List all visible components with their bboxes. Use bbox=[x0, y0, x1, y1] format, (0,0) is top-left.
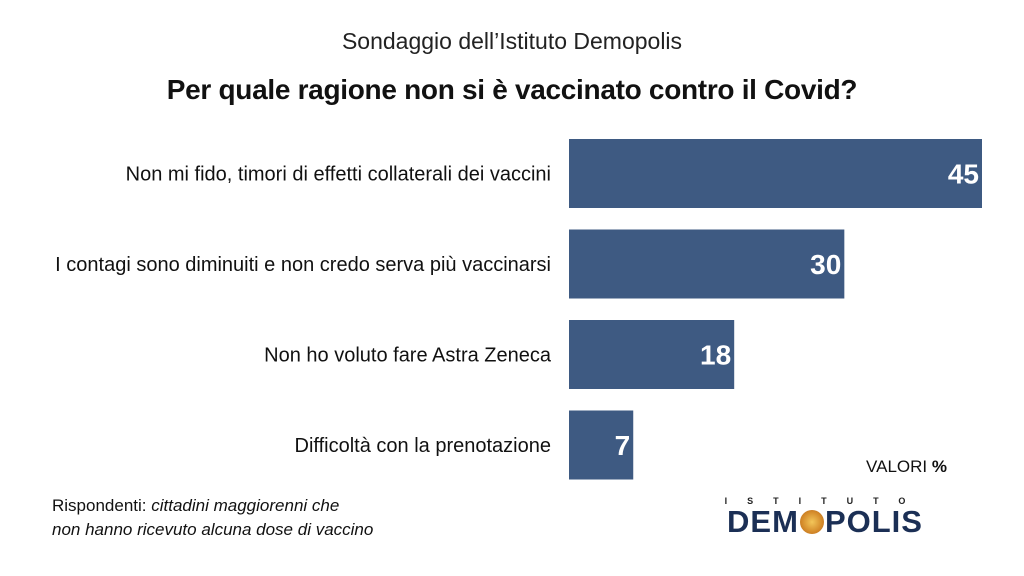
bar-1 bbox=[569, 139, 982, 208]
logo-sun-icon bbox=[799, 510, 824, 534]
chart-subtitle: Sondaggio dell’Istituto Demopolis bbox=[341, 28, 683, 54]
logo-wordmark-right: POLIS bbox=[824, 504, 923, 539]
respondents-label: Rispondenti: bbox=[52, 496, 147, 515]
respondents-note: Rispondenti: cittadini maggiorenni che n… bbox=[52, 494, 373, 542]
category-label-3: Non ho voluto fare Astra Zeneca bbox=[264, 345, 552, 367]
category-label-2: I contagi sono diminuiti e non credo ser… bbox=[55, 254, 551, 276]
logo-wordmark: DEM POLIS bbox=[700, 504, 950, 540]
unit-note: VALORI % bbox=[866, 457, 947, 477]
value-label-4: 7 bbox=[615, 430, 631, 461]
unit-symbol: % bbox=[931, 457, 947, 476]
value-label-2: 30 bbox=[810, 249, 841, 280]
respondents-line2: non hanno ricevuto alcuna dose di vaccin… bbox=[52, 520, 374, 539]
value-label-3: 18 bbox=[700, 340, 731, 371]
logo-wordmark-left: DEM bbox=[727, 504, 799, 539]
category-label-4: Difficoltà con la prenotazione bbox=[295, 435, 551, 457]
chart-title: Per quale ragione non si è vaccinato con… bbox=[166, 74, 858, 105]
bar-4 bbox=[569, 410, 634, 480]
value-label-1: 45 bbox=[948, 159, 979, 190]
unit-prefix: VALORI bbox=[866, 457, 928, 476]
demopolis-logo: ISTITUTO DEM POLIS bbox=[700, 496, 950, 546]
category-label-1: Non mi fido, timori di effetti collatera… bbox=[126, 164, 551, 186]
bar-3 bbox=[569, 320, 735, 389]
respondents-line1: cittadini maggiorenni che bbox=[151, 496, 340, 515]
logo-istituto: ISTITUTO bbox=[724, 496, 926, 506]
bar-2 bbox=[569, 229, 845, 299]
